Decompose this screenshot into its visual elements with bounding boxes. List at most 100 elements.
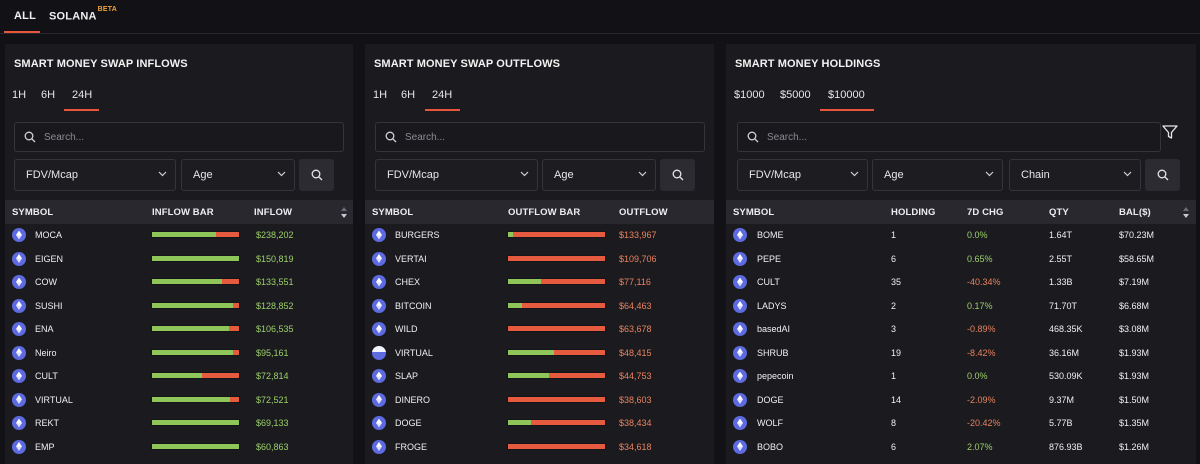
col-symbol[interactable]: SYMBOL: [12, 207, 54, 218]
token-symbol[interactable]: WOLF: [757, 418, 783, 428]
table-row[interactable]: basedAI 3 -0.89% 468.35K $3.08M: [726, 319, 1196, 343]
table-row[interactable]: COW $133,551: [5, 272, 353, 296]
inflows-search-box[interactable]: [14, 122, 344, 152]
token-symbol[interactable]: pepecoin: [757, 371, 794, 381]
token-symbol[interactable]: CULT: [757, 277, 780, 287]
token-symbol[interactable]: EIGEN: [35, 253, 64, 264]
token-symbol[interactable]: BURGERS: [395, 230, 440, 240]
table-row[interactable]: Neiro $95,161: [5, 343, 353, 367]
table-row[interactable]: CULT $72,814: [5, 366, 353, 390]
token-symbol[interactable]: ENA: [35, 324, 54, 334]
token-symbol[interactable]: REKT: [35, 418, 60, 428]
outflows-fdv-dropdown[interactable]: FDV/Mcap: [375, 159, 538, 191]
table-row[interactable]: FROGE $34,618: [365, 437, 714, 461]
inflows-search-input[interactable]: [44, 128, 244, 146]
col-symbol[interactable]: SYMBOL: [733, 207, 775, 218]
holdings-fdv-dropdown[interactable]: FDV/Mcap: [737, 159, 868, 191]
token-symbol[interactable]: SLAP: [395, 371, 419, 381]
table-row[interactable]: ENA $106,535: [5, 319, 353, 343]
holdings-search-input[interactable]: [767, 128, 967, 146]
table-row[interactable]: EIGEN $150,819: [5, 249, 353, 273]
inflows-tab-1h[interactable]: 1H: [12, 89, 27, 101]
table-row[interactable]: WILD $63,678: [365, 319, 714, 343]
token-symbol[interactable]: WILD: [395, 324, 418, 334]
col-outflow-bar[interactable]: OUTFLOW BAR: [508, 207, 581, 218]
token-symbol[interactable]: BOBO: [757, 441, 784, 452]
sort-icon[interactable]: [341, 207, 347, 218]
col-7d-chg[interactable]: 7D CHG: [967, 207, 1004, 218]
inflows-tab-6h[interactable]: 6H: [41, 89, 56, 101]
holdings-tab-5000[interactable]: $5000: [780, 89, 811, 101]
nav-tab-all[interactable]: ALL: [14, 10, 36, 22]
table-row[interactable]: SHRUB 19 -8.42% 36.16M $1.93M: [726, 343, 1196, 367]
token-symbol[interactable]: BOME: [757, 230, 784, 240]
outflows-search-input[interactable]: [405, 128, 605, 146]
token-symbol[interactable]: EMP: [35, 441, 55, 452]
sort-icon[interactable]: [1183, 207, 1189, 218]
token-symbol[interactable]: MOCA: [35, 230, 62, 240]
inflows-fdv-dropdown[interactable]: FDV/Mcap: [14, 159, 176, 191]
table-row[interactable]: BOBO 6 2.07% 876.93B $1.26M: [726, 437, 1196, 461]
table-row[interactable]: BURGERS $133,967: [365, 225, 714, 249]
col-symbol[interactable]: SYMBOL: [372, 207, 414, 218]
nav-tab-solana[interactable]: SOLANABETA: [49, 6, 117, 23]
table-row[interactable]: VIRTUAL $48,415: [365, 343, 714, 367]
table-row[interactable]: BOME 1 0.0% 1.64T $70.23M: [726, 225, 1196, 249]
col-holding[interactable]: HOLDING: [891, 207, 936, 218]
token-symbol[interactable]: VERTAI: [395, 253, 427, 264]
token-symbol[interactable]: CULT: [35, 371, 58, 381]
token-symbol[interactable]: CHEX: [395, 277, 421, 287]
inflows-search-button[interactable]: [299, 159, 334, 191]
table-row[interactable]: SUSHI $128,852: [5, 296, 353, 320]
col-bal[interactable]: BAL($): [1119, 207, 1151, 218]
table-row[interactable]: EMP $60,863: [5, 437, 353, 461]
table-row[interactable]: DINERO $38,603: [365, 390, 714, 414]
table-row[interactable]: DOGE 14 -2.09% 9.37M $1.50M: [726, 390, 1196, 414]
col-inflow-bar[interactable]: INFLOW BAR: [152, 207, 214, 218]
token-symbol[interactable]: basedAI: [757, 324, 791, 334]
table-row[interactable]: MOCA $238,202: [5, 225, 353, 249]
table-row[interactable]: pepecoin 1 0.0% 530.09K $1.93M: [726, 366, 1196, 390]
table-row[interactable]: BITCOIN $64,463: [365, 296, 714, 320]
holdings-search-button[interactable]: [1145, 159, 1180, 191]
holdings-tab-1000[interactable]: $1000: [734, 89, 765, 101]
table-row[interactable]: CHEX $77,116: [365, 272, 714, 296]
outflows-search-button[interactable]: [660, 159, 695, 191]
outflows-tab-1h[interactable]: 1H: [373, 89, 388, 101]
token-symbol[interactable]: BITCOIN: [395, 300, 432, 311]
col-outflow[interactable]: OUTFLOW: [619, 207, 668, 218]
table-row[interactable]: WOLF 8 -20.42% 5.77B $1.35M: [726, 413, 1196, 437]
outflows-search-box[interactable]: [375, 122, 705, 152]
inflows-tab-24h[interactable]: 24H: [72, 89, 93, 101]
table-row[interactable]: DOGE $38,434: [365, 413, 714, 437]
table-row[interactable]: REKT $69,133: [5, 413, 353, 437]
outflows-age-dropdown[interactable]: Age: [542, 159, 656, 191]
token-symbol[interactable]: SUSHI: [35, 300, 63, 311]
outflows-tab-6h[interactable]: 6H: [401, 89, 416, 101]
table-row[interactable]: VIRTUAL $72,521: [5, 390, 353, 414]
table-row[interactable]: LADYS 2 0.17% 71.70T $6.68M: [726, 296, 1196, 320]
inflows-age-dropdown[interactable]: Age: [181, 159, 295, 191]
col-inflow[interactable]: INFLOW: [254, 207, 293, 218]
outflows-tab-24h[interactable]: 24H: [432, 89, 453, 101]
token-symbol[interactable]: DOGE: [757, 394, 784, 405]
token-symbol[interactable]: SHRUB: [757, 347, 789, 358]
token-symbol[interactable]: VIRTUAL: [35, 394, 73, 405]
token-symbol[interactable]: VIRTUAL: [395, 347, 433, 358]
token-symbol[interactable]: DOGE: [395, 418, 422, 428]
table-row[interactable]: SLAP $44,753: [365, 366, 714, 390]
token-symbol[interactable]: Neiro: [35, 347, 57, 358]
token-symbol[interactable]: COW: [35, 277, 57, 287]
holdings-tab-10000[interactable]: $10000: [828, 89, 865, 101]
filter-icon[interactable]: [1162, 125, 1178, 139]
table-row[interactable]: CULT 35 -40.34% 1.33B $7.19M: [726, 272, 1196, 296]
token-symbol[interactable]: PEPE: [757, 253, 782, 264]
table-row[interactable]: PEPE 6 0.65% 2.55T $58.65M: [726, 249, 1196, 273]
table-row[interactable]: VERTAI $109,706: [365, 249, 714, 273]
token-symbol[interactable]: LADYS: [757, 300, 787, 311]
token-symbol[interactable]: FROGE: [395, 441, 428, 452]
token-symbol[interactable]: DINERO: [395, 394, 431, 405]
holdings-age-dropdown[interactable]: Age: [872, 159, 1003, 191]
holdings-chain-dropdown[interactable]: Chain: [1009, 159, 1141, 191]
col-qty[interactable]: QTY: [1049, 207, 1069, 218]
